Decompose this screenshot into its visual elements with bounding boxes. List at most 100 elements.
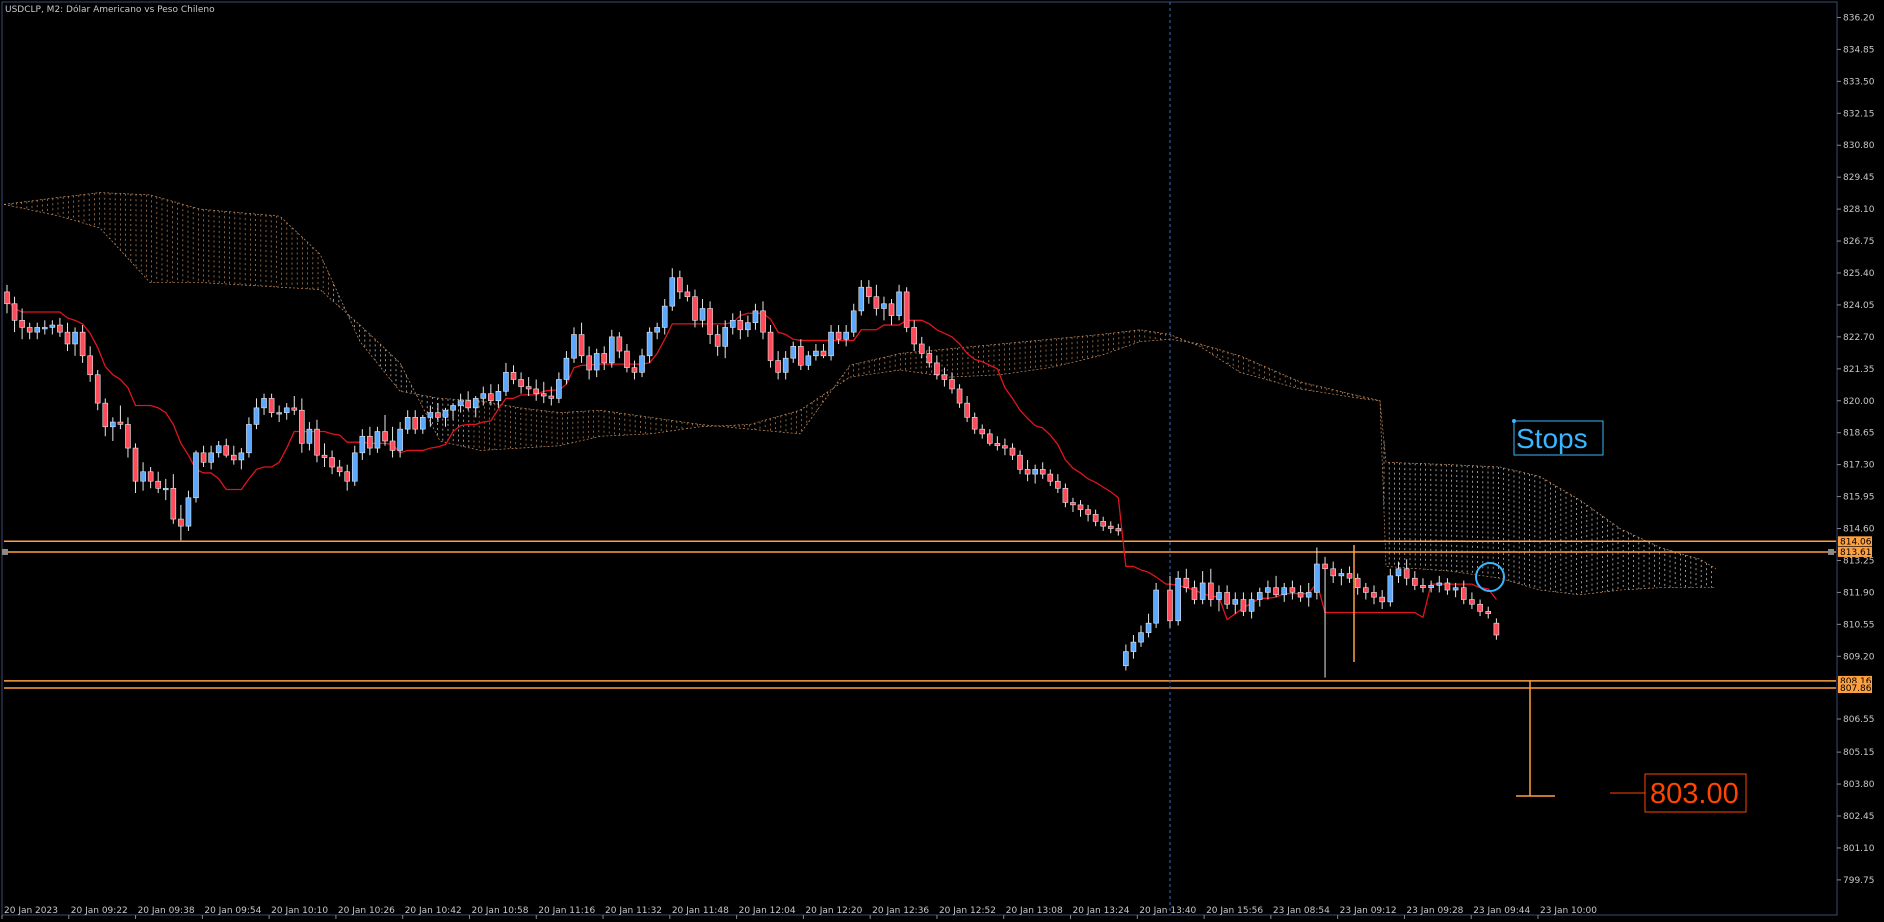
- candle: [1379, 590, 1385, 609]
- candle-body: [495, 390, 502, 402]
- price-tick-label: 801.10: [1843, 844, 1875, 854]
- candle: [828, 325, 834, 361]
- candle-body: [1420, 585, 1426, 588]
- candle-body: [745, 322, 751, 331]
- candle: [949, 372, 955, 394]
- candle-body: [450, 405, 456, 411]
- candle: [351, 445, 358, 486]
- candle: [760, 301, 766, 340]
- candle: [231, 445, 237, 465]
- candle-body: [231, 454, 237, 461]
- candle-body: [548, 395, 555, 399]
- candle: [1469, 592, 1475, 609]
- candle-body: [1167, 589, 1173, 622]
- candle-body: [200, 452, 207, 463]
- candle-body: [359, 435, 366, 454]
- candle: [934, 355, 940, 380]
- candle-body: [457, 400, 464, 406]
- candle-body: [94, 374, 101, 404]
- candle-body: [646, 331, 653, 357]
- candle-body: [699, 308, 706, 321]
- candle-body: [465, 400, 471, 409]
- time-tick-label: 23 Jan 10:00: [1540, 906, 1597, 916]
- candle: [608, 329, 615, 368]
- candle-body: [253, 407, 260, 425]
- candle: [125, 417, 131, 458]
- level-handle-right[interactable]: [1828, 548, 1834, 555]
- candle: [722, 320, 729, 359]
- candle: [306, 422, 313, 451]
- candle-body: [155, 480, 161, 489]
- candle-body: [979, 428, 986, 435]
- candle-body: [1493, 622, 1500, 636]
- candle-body: [1460, 587, 1467, 600]
- candle: [540, 381, 547, 404]
- horizontal-levels[interactable]: [2, 540, 1836, 689]
- candle-body: [714, 334, 721, 347]
- candle: [986, 429, 993, 446]
- candle-body: [820, 350, 827, 357]
- candle-body: [813, 350, 819, 357]
- candle: [843, 325, 849, 347]
- candle-body: [1289, 587, 1296, 593]
- annotation-target[interactable]: 803.00: [1516, 681, 1747, 813]
- candle: [964, 396, 970, 423]
- level-label-text: 807.86: [1840, 684, 1872, 694]
- candle-body: [1077, 504, 1084, 510]
- time-tick-label: 20 Jan 09:38: [138, 906, 195, 916]
- candle: [767, 325, 774, 368]
- candle: [790, 341, 797, 363]
- candle-body: [1248, 599, 1255, 612]
- candle: [1047, 469, 1054, 486]
- candle: [79, 325, 86, 363]
- candle: [850, 303, 857, 337]
- candle-body: [382, 431, 388, 442]
- candle-body: [102, 402, 109, 428]
- price-axis[interactable]: 836.20 834.85 833.50 832.15 830.80 829.45 828.…: [1836, 2, 1875, 915]
- candle: [881, 296, 887, 321]
- candle-body: [472, 398, 479, 409]
- candle: [586, 346, 592, 380]
- candle: [1452, 582, 1459, 598]
- highlight-circle[interactable]: [1475, 562, 1505, 592]
- candle-body: [949, 379, 955, 390]
- candle-body: [586, 355, 592, 371]
- candle-body: [797, 346, 804, 366]
- candle-body: [1138, 632, 1144, 643]
- stops-anchor-dot[interactable]: [1512, 419, 1516, 423]
- candle-body: [1330, 568, 1336, 577]
- candle: [419, 414, 426, 434]
- time-axis[interactable]: 20 Jan 2023 20 Jan 09:22 20 Jan 09:38 20 Ja…: [1, 906, 1837, 919]
- level-handle-left[interactable]: [2, 548, 8, 555]
- time-tick-label: 20 Jan 11:32: [605, 906, 662, 916]
- candle-body: [1208, 582, 1214, 600]
- candle: [1130, 635, 1137, 659]
- candle: [1330, 561, 1336, 583]
- candle: [601, 346, 608, 371]
- candle-body: [11, 303, 18, 321]
- candle: [1314, 547, 1320, 600]
- candle-body: [926, 353, 933, 364]
- candle: [367, 426, 373, 456]
- candle-body: [147, 471, 154, 482]
- candle-body: [790, 346, 797, 359]
- candle-body: [1055, 480, 1061, 489]
- candle: [1346, 566, 1353, 583]
- candle-body: [419, 417, 426, 430]
- annotation-stops[interactable]: Stops: [1512, 419, 1604, 456]
- candle-body: [140, 471, 146, 482]
- candle-body: [986, 433, 993, 444]
- candle: [593, 348, 600, 378]
- candle-body: [4, 291, 10, 305]
- price-tick-label: 799.75: [1843, 876, 1875, 886]
- price-tick-label: 803.80: [1843, 780, 1875, 790]
- candle-body: [767, 331, 774, 361]
- candle-body: [510, 372, 517, 380]
- candle: [238, 448, 245, 470]
- candle-body: [624, 350, 630, 368]
- candle: [155, 471, 161, 494]
- candle: [624, 343, 630, 373]
- candle-body: [1363, 587, 1369, 593]
